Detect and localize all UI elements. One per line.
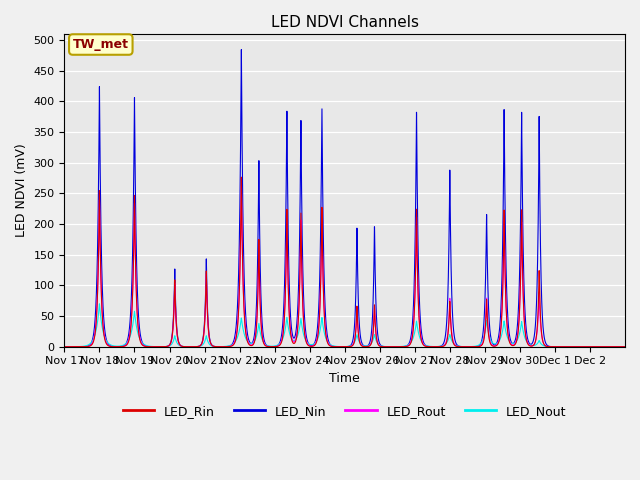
LED_Rout	[61, 344, 68, 349]
LED_Rin	[506, 340, 514, 346]
LED_Rout	[89, 340, 97, 346]
LED_Rin	[237, 174, 245, 180]
Legend: LED_Rin, LED_Nin, LED_Rout, LED_Nout: LED_Rin, LED_Nin, LED_Rout, LED_Nout	[118, 400, 572, 423]
Line: LED_Nin: LED_Nin	[65, 49, 625, 347]
Line: LED_Rin: LED_Rin	[65, 177, 625, 347]
LED_Nin	[476, 342, 484, 348]
Y-axis label: LED NDVI (mV): LED NDVI (mV)	[15, 144, 28, 237]
LED_Nout	[417, 337, 424, 343]
Line: LED_Rout: LED_Rout	[65, 186, 625, 347]
Text: TW_met: TW_met	[73, 38, 129, 51]
LED_Nin	[392, 344, 400, 349]
LED_Nout	[95, 301, 103, 307]
LED_Nout	[392, 344, 400, 349]
LED_Rout	[264, 343, 271, 349]
LED_Rout	[476, 343, 484, 349]
LED_Rin	[392, 344, 400, 349]
LED_Nin	[89, 336, 97, 342]
LED_Rin	[89, 341, 97, 347]
LED_Rin	[417, 334, 424, 339]
X-axis label: Time: Time	[330, 372, 360, 385]
LED_Nout	[264, 343, 271, 348]
LED_Rout	[417, 331, 424, 337]
LED_Rin	[476, 343, 484, 349]
LED_Rout	[237, 183, 245, 189]
LED_Rout	[392, 344, 400, 349]
LED_Nin	[417, 321, 424, 327]
LED_Nin	[264, 343, 271, 349]
LED_Rout	[506, 339, 514, 345]
LED_Nout	[89, 338, 97, 344]
LED_Nout	[61, 344, 68, 349]
LED_Rin	[61, 344, 68, 349]
Line: LED_Nout: LED_Nout	[65, 304, 625, 347]
LED_Nin	[506, 335, 514, 341]
LED_Rin	[264, 344, 271, 349]
LED_Nin	[61, 344, 68, 349]
LED_Nin	[237, 47, 245, 52]
Title: LED NDVI Channels: LED NDVI Channels	[271, 15, 419, 30]
LED_Nout	[506, 339, 514, 345]
LED_Nout	[476, 341, 484, 347]
LED_Nout	[621, 344, 629, 349]
LED_Rin	[621, 344, 629, 349]
LED_Nin	[621, 344, 629, 349]
LED_Rout	[621, 344, 629, 349]
